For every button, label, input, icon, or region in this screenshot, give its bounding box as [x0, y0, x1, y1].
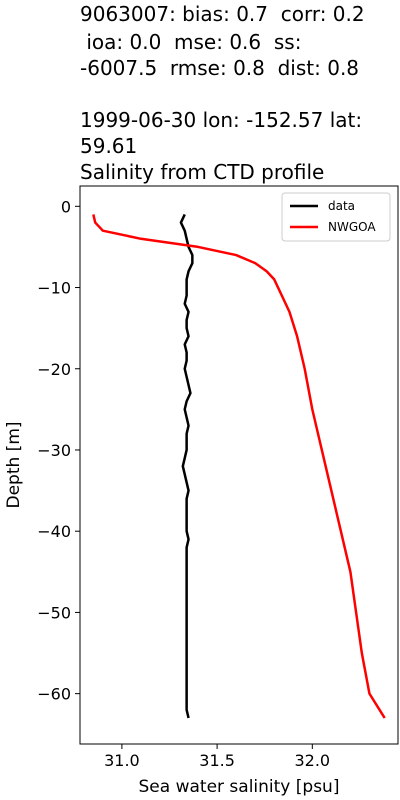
x-axis-label: Sea water salinity [psu] [139, 777, 340, 797]
title-line-subtitle: Salinity from CTD profile [80, 160, 325, 184]
legend: data NWGOA [281, 192, 391, 242]
x-tick-label: 31.0 [104, 751, 140, 770]
title-line-stats-1: 9063007: bias: 0.7 corr: 0.2 [80, 2, 365, 26]
y-tick-label: −30 [37, 441, 71, 460]
title-line-date-location: 1999-06-30 lon: -152.57 lat: [80, 108, 363, 132]
series-line-nwgoa [92, 214, 386, 719]
y-tick-label: −10 [37, 279, 71, 298]
legend-label-nwgoa: NWGOA [328, 220, 376, 234]
x-tick-label: 32.0 [294, 751, 330, 770]
y-tick-label: 0 [61, 197, 71, 216]
title-line-stats-2: ioa: 0.0 mse: 0.6 ss: [80, 30, 302, 54]
series-line-data [179, 213, 194, 719]
axes-layer: 31.0 31.5 32.0 0 −10 −20 −30 −40 −50 −60 Sea water… [4, 197, 339, 797]
series-layer [92, 213, 386, 719]
y-tick-label: −60 [37, 685, 71, 704]
plot-area [79, 185, 399, 745]
plot-frame [79, 185, 399, 745]
x-tick-label: 31.5 [199, 751, 235, 770]
title-line-stats-3: -6007.5 rmse: 0.8 dist: 0.8 [80, 56, 360, 80]
title-line-latitude: 59.61 [80, 134, 138, 158]
y-tick-label: −20 [37, 360, 71, 379]
legend-label-data: data [328, 199, 355, 213]
y-tick-label: −40 [37, 522, 71, 541]
y-tick-label: −50 [37, 603, 71, 622]
y-axis-label: Depth [m] [4, 421, 24, 508]
